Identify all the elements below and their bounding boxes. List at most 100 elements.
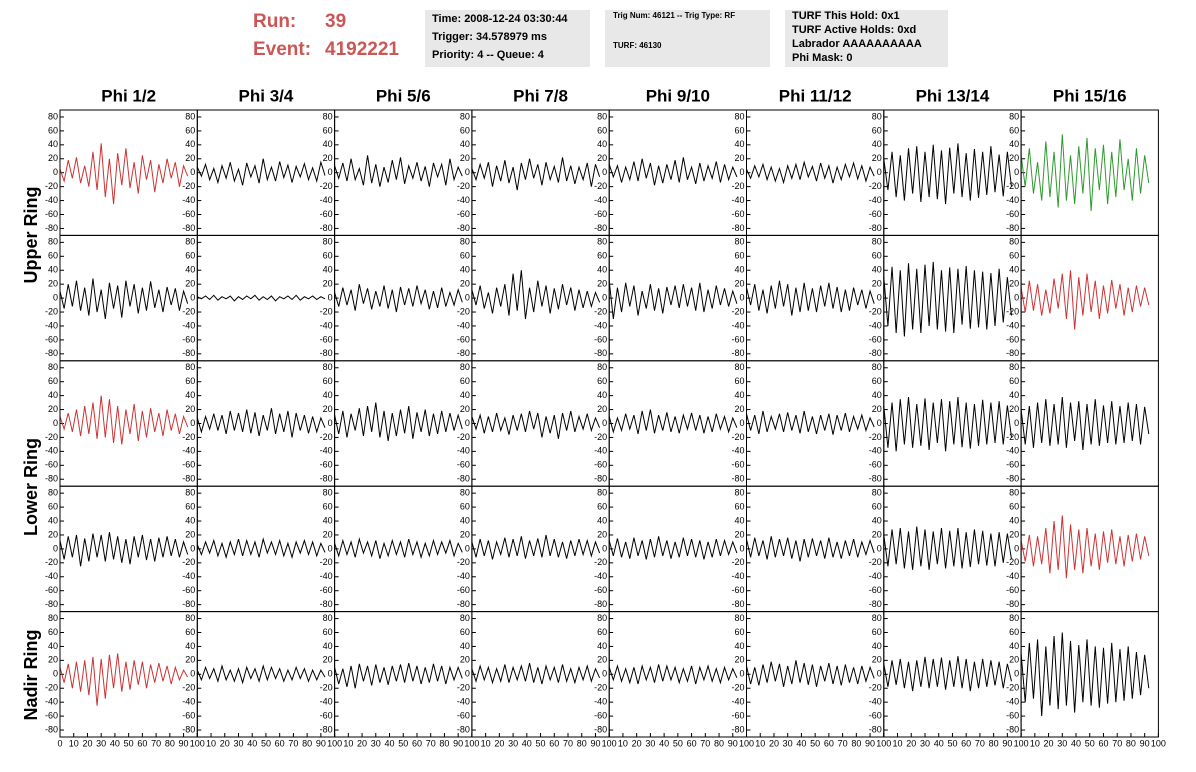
x-tick-label: 30 bbox=[1057, 738, 1067, 748]
y-tick-label: 80 bbox=[1009, 111, 1019, 121]
y-tick-label: 0 bbox=[877, 418, 882, 428]
y-tick-label: 80 bbox=[185, 613, 195, 623]
x-tick-label: 20 bbox=[1044, 738, 1054, 748]
y-tick-label: 60 bbox=[48, 251, 58, 261]
y-tick-label: 0 bbox=[328, 543, 333, 553]
y-tick-label: -40 bbox=[182, 320, 195, 330]
y-tick-label: 40 bbox=[734, 265, 744, 275]
x-tick-label: 60 bbox=[137, 738, 147, 748]
x-tick-label: 60 bbox=[412, 738, 422, 748]
y-tick-label: 40 bbox=[597, 265, 607, 275]
y-tick-label: -20 bbox=[1006, 306, 1019, 316]
y-tick-label: -80 bbox=[869, 348, 882, 358]
x-tick-label: 10 bbox=[755, 738, 765, 748]
x-tick-label: 70 bbox=[975, 738, 985, 748]
y-tick-label: 60 bbox=[185, 251, 195, 261]
time-line: Time: 2008-12-24 03:30:44 bbox=[432, 13, 568, 25]
y-tick-label: 0 bbox=[877, 669, 882, 679]
turf-line: Phi Mask: 0 bbox=[792, 52, 853, 64]
trig-line: TURF: 46130 bbox=[613, 41, 662, 50]
x-tick-label: 10 bbox=[206, 738, 216, 748]
y-tick-label: 0 bbox=[53, 292, 58, 302]
y-tick-label: -40 bbox=[1006, 446, 1019, 456]
y-tick-label: -80 bbox=[731, 724, 744, 734]
panel-frame bbox=[471, 360, 610, 487]
y-tick-label: 20 bbox=[185, 279, 195, 289]
y-tick-label: 40 bbox=[48, 515, 58, 525]
y-tick-label: 80 bbox=[1009, 613, 1019, 623]
y-tick-label: 0 bbox=[1014, 292, 1019, 302]
waveform bbox=[471, 663, 601, 685]
y-tick-label: -20 bbox=[594, 557, 607, 567]
x-tick-label: 20 bbox=[357, 738, 367, 748]
waveform bbox=[334, 663, 463, 689]
y-tick-label: -60 bbox=[45, 585, 58, 595]
x-tick-label: 0 bbox=[57, 738, 62, 748]
y-tick-label: 0 bbox=[602, 292, 607, 302]
x-tick-label: 40 bbox=[796, 738, 806, 748]
panel-frame bbox=[334, 485, 473, 613]
y-tick-label: 20 bbox=[734, 153, 744, 163]
y-tick-label: -20 bbox=[869, 557, 882, 567]
x-tick-label: 70 bbox=[426, 738, 436, 748]
y-tick-label: -40 bbox=[457, 697, 470, 707]
y-tick-label: 60 bbox=[185, 501, 195, 511]
y-tick-label: -20 bbox=[457, 557, 470, 567]
y-tick-label: 60 bbox=[323, 251, 333, 261]
y-tick-label: 80 bbox=[597, 111, 607, 121]
y-tick-label: 80 bbox=[323, 111, 333, 121]
waveform bbox=[196, 158, 326, 186]
y-tick-label: -20 bbox=[320, 557, 333, 567]
y-tick-label: -20 bbox=[457, 181, 470, 191]
trig-line: Trig Num: 46121 -- Trig Type: RF bbox=[613, 11, 735, 20]
y-tick-label: 0 bbox=[739, 292, 744, 302]
y-tick-label: -40 bbox=[594, 320, 607, 330]
x-tick-label: 90 bbox=[1002, 738, 1012, 748]
y-tick-label: -80 bbox=[182, 474, 195, 484]
y-tick-label: -80 bbox=[869, 223, 882, 233]
y-tick-label: -60 bbox=[869, 585, 882, 595]
waveform bbox=[608, 663, 738, 685]
y-tick-label: -40 bbox=[1006, 571, 1019, 581]
y-tick-label: -60 bbox=[594, 585, 607, 595]
y-tick-label: -60 bbox=[731, 209, 744, 219]
y-tick-label: -40 bbox=[320, 195, 333, 205]
y-tick-label: 40 bbox=[185, 265, 195, 275]
y-tick-label: -60 bbox=[869, 460, 882, 470]
x-tick-label: 100 bbox=[190, 738, 205, 748]
y-tick-label: 40 bbox=[185, 390, 195, 400]
y-tick-label: -20 bbox=[182, 432, 195, 442]
y-tick-label: 80 bbox=[323, 613, 333, 623]
y-tick-label: 40 bbox=[597, 390, 607, 400]
y-tick-label: -40 bbox=[731, 446, 744, 456]
x-tick-label: 50 bbox=[398, 738, 408, 748]
y-tick-label: 20 bbox=[185, 655, 195, 665]
column-header: Phi 13/14 bbox=[916, 86, 990, 105]
y-tick-label: -80 bbox=[457, 599, 470, 609]
y-tick-label: 40 bbox=[323, 265, 333, 275]
y-tick-label: 0 bbox=[739, 669, 744, 679]
y-tick-label: 80 bbox=[734, 488, 744, 498]
y-tick-label: -80 bbox=[1006, 223, 1019, 233]
y-tick-label: 80 bbox=[734, 237, 744, 247]
y-tick-label: 60 bbox=[185, 376, 195, 386]
y-tick-label: 20 bbox=[597, 404, 607, 414]
waveform bbox=[1020, 396, 1150, 451]
y-tick-label: 40 bbox=[323, 515, 333, 525]
y-tick-label: 40 bbox=[597, 515, 607, 525]
panel-frame bbox=[883, 485, 1022, 613]
x-tick-label: 70 bbox=[700, 738, 710, 748]
panel-frame bbox=[1020, 360, 1159, 487]
waveform bbox=[883, 396, 1012, 452]
y-tick-label: 40 bbox=[460, 641, 470, 651]
x-tick-label: 90 bbox=[590, 738, 600, 748]
y-tick-label: 80 bbox=[872, 237, 882, 247]
y-tick-label: -80 bbox=[45, 474, 58, 484]
waveform bbox=[471, 270, 601, 320]
x-tick-label: 100 bbox=[739, 738, 754, 748]
waveform bbox=[196, 537, 326, 560]
y-tick-label: 20 bbox=[872, 153, 882, 163]
y-tick-label: -60 bbox=[1006, 460, 1019, 470]
